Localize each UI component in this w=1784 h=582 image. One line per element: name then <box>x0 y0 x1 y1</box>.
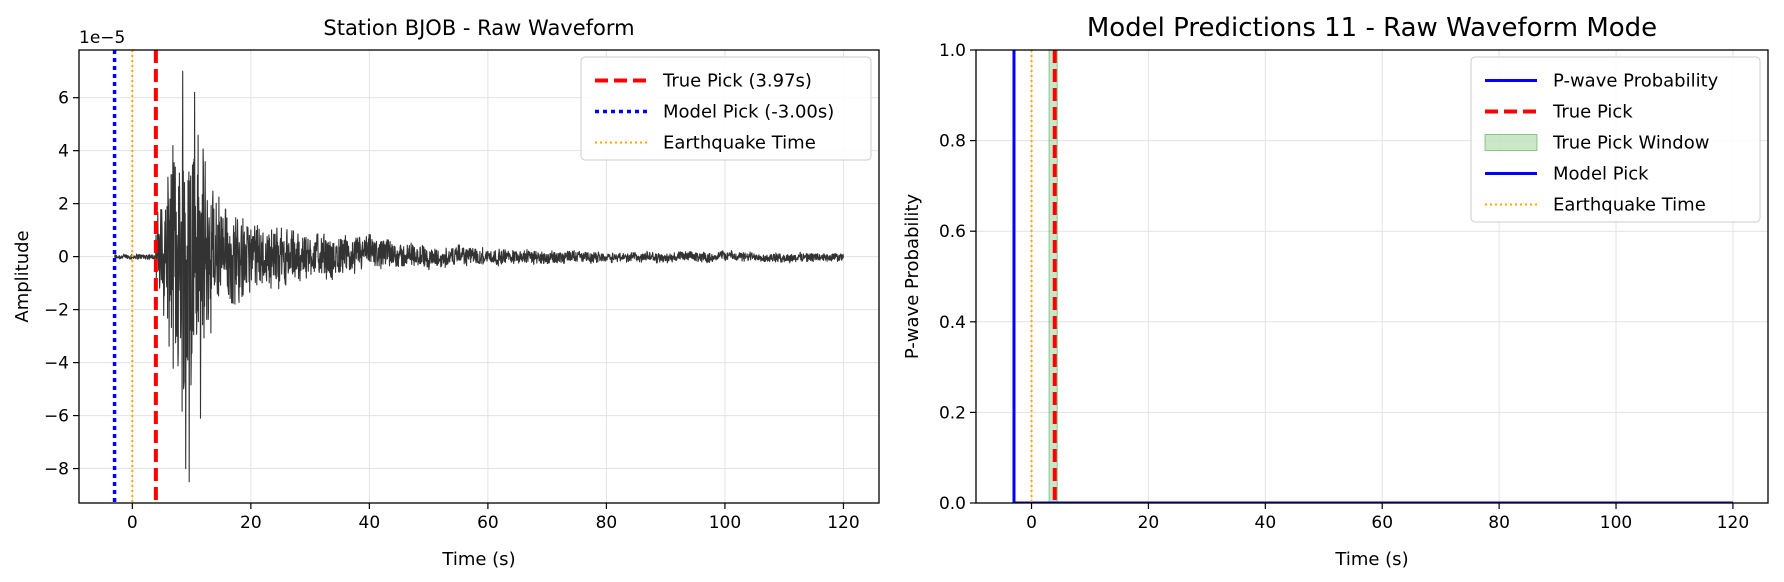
ticks: 0 20 40 60 80 100 120 −8 −6 −4 −2 0 2 4 6 <box>44 89 860 533</box>
waveform-trace <box>114 70 844 483</box>
y-tick-label: 0.2 <box>939 403 966 423</box>
legend-label: Earthquake Time <box>1553 195 1706 216</box>
x-tick-label: 40 <box>1255 513 1277 533</box>
legend: P-wave Probability True Pick True Pick Win… <box>1470 56 1761 223</box>
x-tick-label: 40 <box>359 513 381 533</box>
y-axis-label: P-wave Probability <box>902 194 923 360</box>
x-axis-label: Time (s) <box>441 549 515 570</box>
legend-label: Earthquake Time <box>663 133 816 154</box>
x-tick-label: 0 <box>1026 513 1037 533</box>
prediction-chart: 0 20 40 60 80 100 120 0.0 0.2 0.4 0.6 0.8 1.0 Model P… <box>902 13 1769 570</box>
y-tick-label: −4 <box>44 354 69 374</box>
ticks: 0 20 40 60 80 100 120 0.0 0.2 0.4 0.6 0.8 1.0 <box>939 41 1749 533</box>
waveform-chart: 0 20 40 60 80 100 120 −8 −6 −4 −2 0 2 4 6 1e−5 Station B… <box>12 16 880 570</box>
legend-box <box>580 56 872 161</box>
y-tick-label: 0.4 <box>939 313 966 333</box>
y-tick-label: −8 <box>44 460 69 480</box>
y-tick-label: −6 <box>44 407 69 427</box>
legend-swatch <box>1484 134 1538 151</box>
x-tick-label: 80 <box>596 513 618 533</box>
legend-label: True Pick <box>1552 102 1633 123</box>
x-tick-label: 0 <box>127 513 138 533</box>
legend-label: True Pick (3.97s) <box>662 71 812 92</box>
x-tick-label: 60 <box>477 513 499 533</box>
x-tick-label: 100 <box>1600 513 1632 533</box>
legend-label: Model Pick <box>1553 164 1649 185</box>
y-tick-label: 2 <box>58 195 69 215</box>
grid <box>79 50 879 503</box>
legend: True Pick (3.97s) Model Pick (-3.00s) Eart… <box>580 56 872 161</box>
x-tick-label: 60 <box>1371 513 1393 533</box>
true-pick-window <box>1048 50 1058 503</box>
y-tick-label: −2 <box>44 301 69 321</box>
legend-label: True Pick Window <box>1552 133 1709 154</box>
plot-area <box>1012 50 1733 503</box>
axes-frame <box>78 49 880 504</box>
chart-title: Station BJOB - Raw Waveform <box>323 16 634 40</box>
x-tick-label: 80 <box>1488 513 1510 533</box>
y-tick-label: 4 <box>58 142 69 162</box>
y-tick-label: 1.0 <box>939 41 966 61</box>
x-axis-label: Time (s) <box>1334 549 1408 570</box>
chart-title: Model Predictions 11 - Raw Waveform Mode <box>1087 13 1657 43</box>
y-tick-label: 0.6 <box>939 222 966 242</box>
y-tick-label: 6 <box>58 89 69 109</box>
plot-area <box>112 50 844 503</box>
y-axis-label: Amplitude <box>12 230 33 322</box>
x-tick-label: 20 <box>240 513 262 533</box>
x-tick-label: 120 <box>827 513 859 533</box>
x-tick-label: 100 <box>709 513 741 533</box>
y-tick-label: 0.0 <box>939 494 966 514</box>
legend-label: Model Pick (-3.00s) <box>663 102 834 123</box>
legend-label: P-wave Probability <box>1553 71 1719 92</box>
x-tick-label: 20 <box>1138 513 1160 533</box>
axes-frame <box>975 49 1769 504</box>
y-tick-label: 0 <box>58 248 69 268</box>
x-tick-label: 120 <box>1717 513 1749 533</box>
y-offset-label: 1e−5 <box>79 28 125 48</box>
legend-box <box>1470 56 1761 223</box>
y-tick-label: 0.8 <box>939 132 966 152</box>
